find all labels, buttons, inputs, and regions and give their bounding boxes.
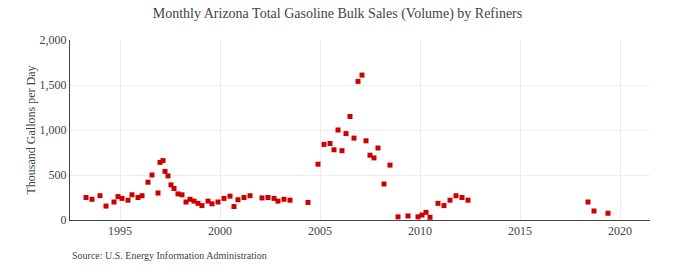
svg-text:2000: 2000 [208,224,232,238]
svg-text:Thousand Gallons per Day: Thousand Gallons per Day [24,66,38,195]
svg-text:0: 0 [61,213,67,227]
svg-text:2,000: 2,000 [40,33,67,47]
svg-text:1,500: 1,500 [40,78,67,92]
svg-text:2020: 2020 [608,224,632,238]
svg-text:Monthly Arizona Total Gasoline: Monthly Arizona Total Gasoline Bulk Sale… [153,6,522,22]
svg-text:2010: 2010 [408,224,432,238]
svg-text:1,000: 1,000 [40,123,67,137]
svg-text:2005: 2005 [308,224,332,238]
svg-text:1995: 1995 [108,224,132,238]
svg-text:500: 500 [49,168,67,182]
svg-text:Source: U.S. Energy Informatio: Source: U.S. Energy Information Administ… [72,250,267,261]
svg-text:2015: 2015 [508,224,532,238]
